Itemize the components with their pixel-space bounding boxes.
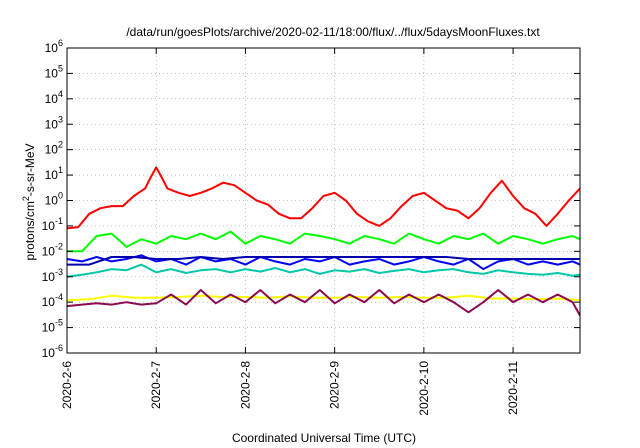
series-layer [66,166,581,316]
y-tick-exponent: 0 [58,191,63,201]
y-tick-base: 10 [45,194,59,208]
x-tick-label: 2020-2-6 [60,361,74,409]
series-line-5 [67,256,580,266]
y-tick-label: 103 [45,114,63,131]
grid [67,48,580,353]
x-tick-label: 2020-2-9 [328,361,342,409]
y-tick-exponent: -1 [55,216,63,226]
series-line-2 [67,230,581,253]
chart-title: /data/run/goesPlots/archive/2020-02-11/1… [126,25,540,39]
y-axis-label-suffix: -s-sr-MeV [23,143,37,196]
y-tick-exponent: 6 [58,38,63,48]
y-tick-label: 10-1 [42,216,63,233]
x-tick-label: 2020-2-8 [238,361,252,409]
x-tick-label: 2020-2-10 [417,361,431,416]
y-tick-exponent: -6 [55,343,63,353]
x-axis: 2020-2-6 2020-2-7 2020-2-8 2020-2-9 2020-2-1… [60,48,520,416]
y-tick-label: 10-5 [42,318,63,335]
y-tick-label: 101 [45,165,63,182]
y-tick-label: 10-6 [42,343,63,360]
y-tick-exponent: -5 [55,318,63,328]
y-tick-exponent: 5 [58,63,63,73]
y-tick-base: 10 [42,219,56,233]
y-tick-base: 10 [42,295,56,309]
y-tick-base: 10 [42,346,56,360]
y-tick-label: 10-4 [42,292,63,309]
y-tick-label: 104 [45,89,63,106]
y-tick-exponent: 4 [58,89,63,99]
y-tick-exponent: -3 [55,267,63,277]
x-tick-label: 2020-2-11 [506,361,520,415]
y-tick-base: 10 [45,66,59,80]
y-tick-base: 10 [45,117,59,131]
y-tick-base: 10 [42,244,56,258]
y-axis-label-sup: 2 [21,196,31,201]
series-line-6 [66,294,581,302]
y-tick-label: 100 [45,191,63,208]
y-tick-exponent: 1 [58,165,63,175]
y-tick-exponent: 3 [58,114,63,124]
y-tick-base: 10 [42,270,56,284]
series-line-4 [66,254,581,271]
y-tick-base: 10 [45,143,59,157]
y-axis: 10-610-510-410-310-210-11001011021031041… [42,38,580,360]
y-tick-base: 10 [45,41,59,55]
y-tick-exponent: 2 [58,140,63,150]
y-tick-label: 10-2 [42,241,63,258]
y-axis-label-prefix: protons/cm [23,201,37,260]
series-line-3 [66,263,581,278]
x-axis-label: Coordinated Universal Time (UTC) [232,431,416,445]
y-tick-exponent: -4 [55,292,63,302]
series-line-7 [66,289,581,316]
y-tick-base: 10 [42,321,56,335]
y-tick-base: 10 [45,92,59,106]
y-tick-label: 106 [45,38,63,55]
series-line-1 [66,166,581,230]
y-tick-base: 10 [45,168,59,182]
y-axis-label: protons/cm2-s-sr-MeV [21,143,37,260]
y-tick-label: 105 [45,63,63,80]
y-tick-exponent: -2 [55,241,63,251]
y-tick-label: 10-3 [42,267,63,284]
x-tick-label: 2020-2-7 [149,361,163,409]
y-tick-label: 102 [45,140,63,157]
